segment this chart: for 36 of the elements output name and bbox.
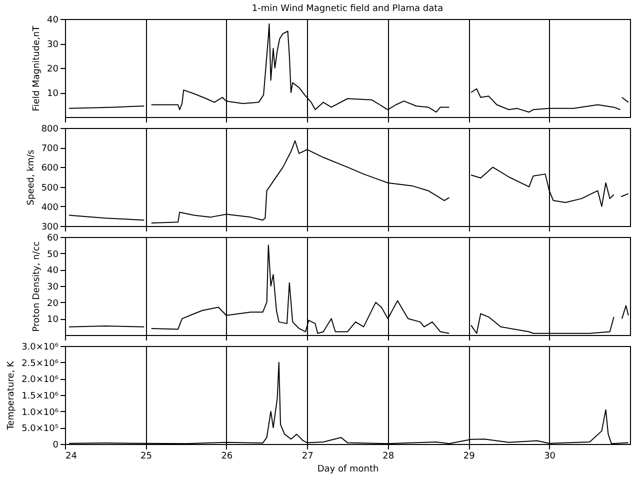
y-tick-label: 60 bbox=[47, 234, 59, 244]
y-tick-label: 2.0×10⁶ bbox=[22, 375, 59, 386]
y-tick-label: 800 bbox=[41, 124, 59, 134]
y-tick-label: 0 bbox=[52, 440, 59, 450]
y-tick-label: 10 bbox=[47, 89, 59, 99]
x-tick-label: 24 bbox=[66, 452, 78, 462]
x-axis-title: Day of month bbox=[317, 464, 379, 474]
x-tick-label: 25 bbox=[140, 452, 152, 462]
y-tick-label: 3.0×10⁶ bbox=[22, 342, 59, 352]
y-tick-label: 40 bbox=[47, 266, 59, 276]
x-tick-label: 26 bbox=[221, 452, 233, 462]
y-axis-title: Field Magnitude,nT bbox=[32, 25, 42, 112]
y-tick-label: 10 bbox=[47, 315, 59, 326]
y-tick-label: 30 bbox=[47, 282, 59, 292]
y-tick-label: 700 bbox=[41, 144, 59, 154]
y-tick-label: 1.5×10⁶ bbox=[22, 392, 59, 402]
x-tick-label: 29 bbox=[463, 452, 476, 462]
y-tick-label: 300 bbox=[41, 222, 59, 232]
x-tick-label: 28 bbox=[382, 452, 394, 462]
y-axis-title: Speed, km/s bbox=[26, 149, 36, 206]
y-tick-label: 400 bbox=[41, 202, 59, 213]
y-tick-label: 50 bbox=[47, 250, 59, 260]
y-tick-label: 600 bbox=[41, 164, 59, 174]
y-tick-label: 2.5×10⁶ bbox=[22, 358, 59, 369]
y-tick-label: 20 bbox=[47, 298, 59, 309]
y-tick-label: 1.0×10⁶ bbox=[22, 408, 59, 418]
x-tick-label: 30 bbox=[544, 452, 556, 462]
y-tick-label: 20 bbox=[47, 64, 59, 74]
x-tick-label: 27 bbox=[302, 452, 314, 462]
y-tick-label: 30 bbox=[47, 40, 59, 50]
y-axis-title: Proton Density, n/cc bbox=[32, 241, 42, 332]
y-tick-label: 40 bbox=[47, 16, 59, 26]
y-axis-title: Temperature, K bbox=[6, 360, 17, 431]
y-tick-label: 500 bbox=[41, 183, 59, 194]
y-tick-label: 5.0×10⁵ bbox=[22, 424, 59, 434]
chart-title: 1-min Wind Magnetic field and Plama data bbox=[252, 4, 444, 14]
